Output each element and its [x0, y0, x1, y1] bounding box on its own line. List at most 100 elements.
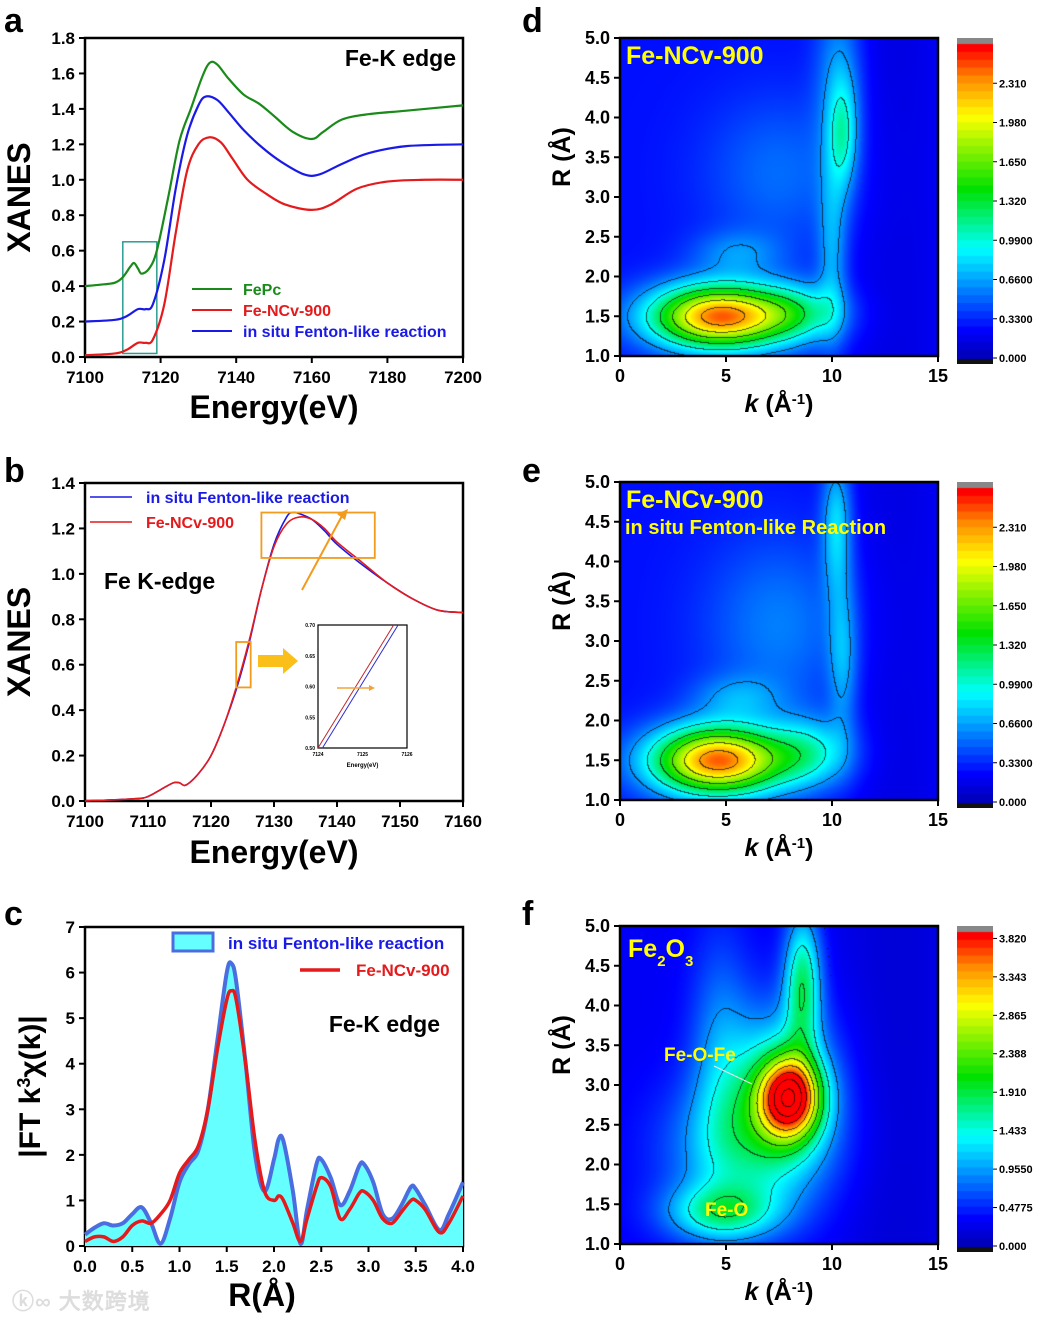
x-tick-label: 15: [928, 366, 948, 386]
x-tick-label: 1.0: [168, 1257, 192, 1276]
plot-frame-e: [618, 480, 940, 802]
x-tick-label: 7120: [142, 368, 180, 387]
annotation-fe-o-fe: Fe-O-Fe: [664, 1045, 736, 1066]
x-tick-label: 5: [721, 366, 731, 386]
x-axis-label-part: k: [745, 390, 760, 418]
y-tick-label: 3.5: [585, 591, 610, 611]
heatmap-title-part: 2: [657, 953, 665, 970]
panel-label-e: e: [522, 452, 541, 490]
colorbar-tick-label: 0.3300: [999, 758, 1033, 770]
x-axis-label-part: (Å: [758, 1277, 791, 1306]
y-tick-label: 0.2: [51, 313, 75, 332]
colorbar-tick-label: 0.6600: [999, 275, 1033, 287]
arrow-line: [301, 513, 344, 591]
x-tick-label: 7140: [217, 368, 255, 387]
annotation-fe-o: Fe-O: [705, 1200, 748, 1221]
y-tick-label: 5: [66, 1009, 75, 1028]
y-tick-label: 0.4: [51, 277, 75, 296]
x-tick-label: 3.0: [357, 1257, 381, 1276]
colorbar-tick-label: 1.320: [999, 640, 1027, 652]
x-axis-label: k (Å-1): [745, 1277, 814, 1306]
x-tick-label: 7120: [192, 812, 230, 831]
heatmap-title-part: 3: [685, 953, 693, 970]
legend-label: FePc: [243, 282, 281, 299]
y-tick-label: 2.5: [585, 1115, 610, 1135]
heatmap-title-part: O: [666, 935, 685, 963]
y-tick-label: 1.6: [51, 64, 75, 83]
y-axis-label: XANES: [1, 587, 37, 697]
inset-y-tick-label: 0.55: [305, 715, 315, 721]
legend-label: Fe-NCv-900: [356, 961, 450, 980]
annotation: Fe-K edge: [329, 1011, 440, 1037]
colorbar-tick-label: 0.000: [999, 797, 1027, 809]
inset-y-tick-label: 0.70: [305, 623, 315, 629]
colorbar-tick-label: 0.000: [999, 353, 1027, 365]
y-axis-label: |FT k3χ(k)|: [14, 1015, 47, 1157]
y-axis-label-part: 3: [14, 1078, 34, 1088]
x-axis-label-part: -1: [792, 1279, 805, 1296]
inset-series-line: [317, 624, 395, 749]
y-axis-label: R (Å): [547, 571, 576, 631]
x-tick-label: 7130: [255, 812, 293, 831]
x-tick-label: 7160: [444, 812, 482, 831]
x-tick-label: 7110: [130, 812, 167, 831]
x-axis-label: k (Å-1): [745, 833, 814, 862]
heatmap-title: Fe-NCv-900: [626, 486, 764, 514]
heatmap-title: Fe2O3: [628, 935, 693, 970]
y-tick-label: 1.8: [51, 29, 75, 48]
y-tick-label: 3.5: [585, 147, 610, 167]
y-tick-label: 1.2: [51, 135, 75, 154]
y-tick-label: 1.0: [585, 346, 610, 366]
x-axis-label-part: k: [745, 1278, 760, 1306]
heatmap-subtitle: in situ Fenton-like Reaction: [625, 517, 886, 539]
highlight-box: [122, 241, 158, 355]
colorbar-tick-label: 1.433: [999, 1126, 1027, 1138]
y-tick-label: 3.0: [585, 187, 610, 207]
colorbar-tick-label: 0.6600: [999, 719, 1033, 731]
x-tick-label: 2.0: [262, 1257, 286, 1276]
y-axis-label-part: |FT k: [14, 1087, 47, 1157]
x-tick-label: 7100: [66, 368, 104, 387]
x-axis-label-part: ): [805, 834, 813, 862]
inset-series-line: [322, 624, 399, 749]
y-tick-label: 1.5: [585, 1194, 610, 1214]
annotation-arrow: [713, 1065, 753, 1085]
colorbar-tick-label: 0.3300: [999, 314, 1033, 326]
colorbar-tick-label: 0.000: [999, 1241, 1027, 1253]
x-tick-label: 7140: [318, 812, 356, 831]
watermark-text: 大数跨境: [58, 1289, 151, 1314]
y-tick-label: 1.4: [51, 474, 75, 493]
x-tick-label: 7100: [66, 812, 104, 831]
y-tick-label: 4.0: [585, 108, 610, 128]
x-tick-label: 2.5: [309, 1257, 333, 1276]
x-tick-label: 7200: [444, 368, 482, 387]
x-tick-label: 5: [721, 1254, 731, 1274]
colorbar-tick-label: 2.388: [999, 1049, 1027, 1061]
colorbar-tick-label: 2.865: [999, 1010, 1027, 1022]
x-axis-label-part: (Å: [758, 389, 791, 418]
y-tick-label: 4.5: [585, 68, 610, 88]
colorbar-tick-label: 0.9550: [999, 1164, 1033, 1176]
series-line: [84, 988, 465, 1244]
legend-label: Fe-NCv-900: [146, 515, 234, 532]
y-tick-label: 1.0: [51, 171, 75, 190]
heatmap-title: Fe-NCv-900: [626, 42, 764, 70]
y-tick-label: 0.8: [51, 206, 75, 225]
heatmap-f: [620, 926, 938, 1244]
x-axis-label: k (Å-1): [745, 389, 814, 418]
y-tick-label: 1.5: [585, 750, 610, 770]
panel-label-f: f: [522, 895, 534, 933]
colorbar-tick-label: 0.9900: [999, 235, 1033, 247]
y-tick-label: 0.8: [51, 610, 75, 629]
x-axis-label: Energy(eV): [190, 834, 359, 870]
x-tick-label: 15: [928, 810, 948, 830]
x-tick-label: 4.0: [451, 1257, 475, 1276]
arrow-head-icon: [337, 509, 348, 520]
legend-swatch: [171, 931, 215, 953]
x-tick-label: 0: [615, 366, 625, 386]
y-tick-label: 4: [66, 1055, 76, 1074]
y-tick-label: 4.5: [585, 956, 610, 976]
y-tick-label: 1.0: [585, 790, 610, 810]
